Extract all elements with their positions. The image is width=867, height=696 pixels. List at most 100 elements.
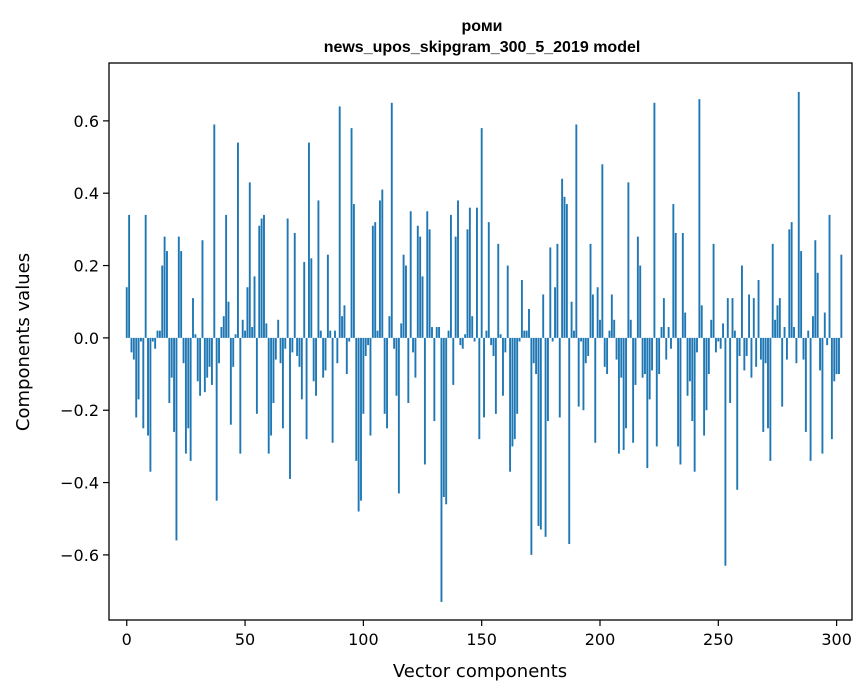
bar (383, 337, 386, 414)
bar (158, 330, 161, 338)
bar (804, 337, 807, 432)
bar (241, 319, 244, 338)
bar (445, 337, 448, 505)
bar (305, 337, 308, 440)
bar (544, 337, 547, 537)
bar (421, 276, 424, 338)
bar (409, 211, 412, 338)
bar (606, 337, 609, 375)
bar (362, 337, 365, 414)
bar (610, 294, 613, 338)
bar (480, 128, 483, 338)
bar (651, 337, 653, 371)
bar (833, 337, 836, 382)
bar (350, 128, 353, 338)
bar (161, 265, 164, 338)
bar (312, 337, 315, 382)
bar (412, 337, 415, 353)
bar (686, 337, 689, 396)
bar (570, 301, 573, 338)
bar (229, 337, 232, 425)
bar (194, 334, 197, 338)
bar (679, 337, 682, 465)
bar (554, 287, 556, 338)
bar (568, 337, 571, 545)
bar (168, 337, 171, 403)
bar (177, 236, 180, 338)
bar (348, 337, 351, 342)
x-tick-label: 150 (466, 630, 497, 649)
bar (523, 330, 526, 338)
y-tick-label: −0.4 (60, 474, 99, 493)
bar (156, 330, 159, 338)
bar (712, 243, 715, 338)
bar (310, 258, 313, 338)
bar (509, 337, 512, 472)
bar (646, 337, 649, 469)
bar (388, 316, 391, 338)
y-tick-label: 0.0 (74, 329, 99, 348)
bar (468, 207, 471, 338)
bar (390, 102, 393, 338)
bar (407, 337, 410, 403)
bar (625, 337, 627, 429)
bar (466, 229, 469, 338)
bar (308, 142, 310, 338)
bar (182, 337, 185, 364)
bar (577, 337, 580, 407)
bar (128, 214, 131, 338)
bar (296, 337, 299, 356)
bar (778, 298, 781, 338)
bar (660, 327, 663, 338)
bar (506, 265, 509, 338)
bar (433, 337, 436, 422)
bar (556, 243, 559, 338)
x-tick-label: 250 (703, 630, 734, 649)
bar (175, 337, 178, 541)
y-tick-label: −0.6 (60, 546, 99, 565)
bar (464, 334, 467, 338)
bar (641, 337, 644, 378)
bar (648, 337, 651, 400)
bar (667, 327, 670, 338)
bar (615, 337, 618, 360)
bar (622, 337, 625, 450)
bar (272, 337, 275, 403)
bar (293, 232, 296, 338)
bar (518, 337, 521, 342)
bar (620, 337, 623, 378)
bar (717, 337, 720, 342)
bar (187, 337, 190, 429)
chart-subtitle: news_upos_skipgram_300_5_2019 model (324, 39, 641, 56)
bar (218, 337, 220, 364)
bar (341, 316, 344, 338)
bar (743, 337, 746, 371)
bar (258, 225, 261, 338)
bar (267, 337, 270, 454)
bar (670, 337, 672, 349)
bar (213, 124, 216, 338)
bar (274, 337, 277, 360)
bar (691, 337, 694, 422)
bar (665, 337, 668, 360)
bar (816, 272, 819, 338)
bar (736, 337, 739, 490)
bar (371, 225, 374, 338)
bar (809, 337, 812, 461)
y-tick-label: 0.4 (74, 184, 99, 203)
bar (589, 243, 592, 338)
bar (151, 337, 154, 342)
bar (693, 337, 696, 472)
bar (360, 337, 362, 501)
bar (355, 337, 358, 461)
bar (125, 287, 128, 338)
bar (170, 337, 173, 378)
bar (386, 337, 388, 429)
bar (329, 330, 332, 338)
bar (752, 298, 755, 338)
bar (270, 337, 273, 436)
bar (542, 294, 545, 338)
bar (790, 222, 793, 338)
bar (819, 337, 821, 371)
bar (220, 327, 223, 338)
